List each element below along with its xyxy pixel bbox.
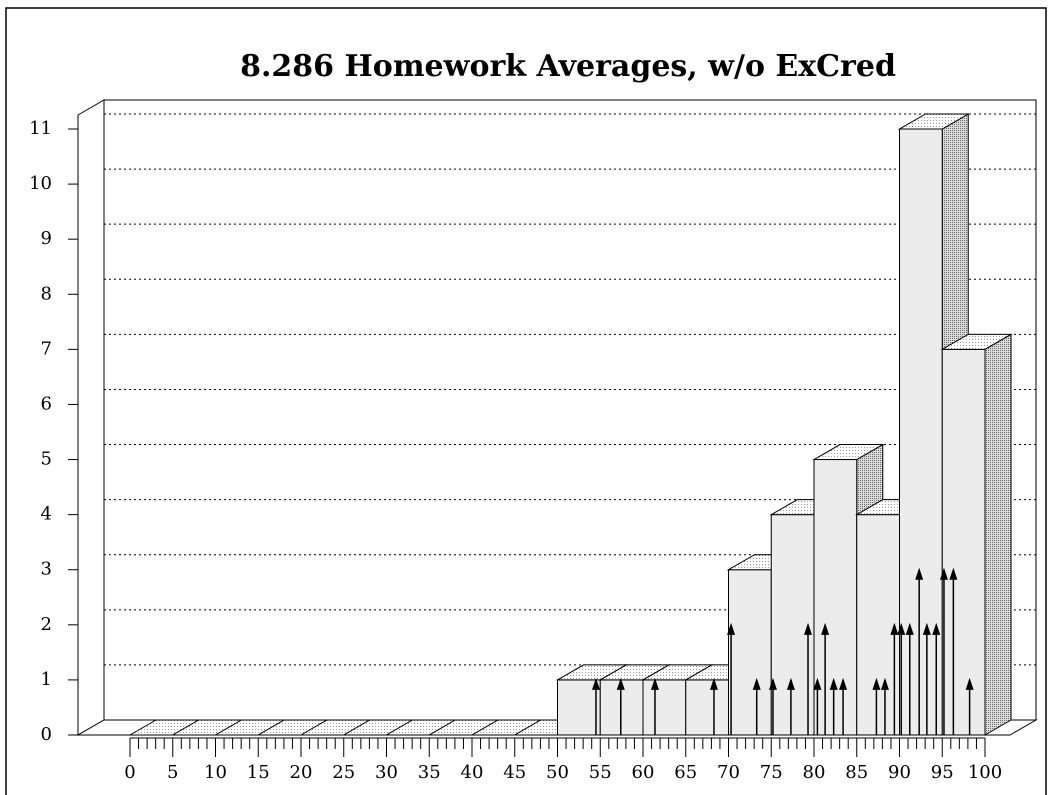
score-arrow — [616, 677, 625, 735]
arrow-head — [922, 622, 931, 635]
x-tick-label: 95 — [931, 762, 954, 783]
arrow-head — [616, 677, 625, 690]
y-tick-label: 1 — [41, 669, 52, 690]
y-tick-label: 3 — [41, 559, 52, 580]
x-tick-label: 35 — [418, 762, 441, 783]
score-arrow — [965, 677, 974, 735]
x-tick-label: 30 — [375, 762, 398, 783]
arrow-head — [839, 677, 848, 690]
y-tick-label: 2 — [41, 614, 52, 635]
arrow-head — [650, 677, 659, 690]
score-arrow — [915, 567, 924, 735]
bar-top — [897, 113, 971, 130]
x-tick-label: 70 — [717, 762, 740, 783]
arrow-head — [880, 677, 889, 690]
score-arrow — [922, 622, 931, 735]
x-tick-label: 40 — [461, 762, 484, 783]
side-wall — [77, 99, 105, 736]
score-arrow — [821, 622, 830, 735]
arrow-head — [872, 677, 881, 690]
score-arrow — [768, 677, 777, 735]
arrow-head — [897, 622, 906, 635]
score-arrow — [872, 677, 881, 735]
frame — [5, 7, 1047, 795]
arrow-head — [829, 677, 838, 690]
arrow-head — [768, 677, 777, 690]
bar-front — [770, 514, 815, 736]
y-tick-label: 5 — [41, 449, 52, 470]
bar-front — [813, 459, 858, 736]
y-tick-label: 9 — [41, 228, 52, 249]
arrow-head — [591, 677, 600, 690]
x-tick-label: 80 — [803, 762, 826, 783]
bar-top — [812, 444, 885, 461]
score-arrow — [897, 622, 906, 735]
score-arrow — [880, 677, 889, 735]
x-tick-label: 45 — [503, 762, 526, 783]
chart-title: 8.286 Homework Averages, w/o ExCred — [240, 49, 896, 84]
x-tick-label: 5 — [167, 762, 178, 783]
x-tick-label: 10 — [204, 762, 227, 783]
x-tick-label: 25 — [332, 762, 355, 783]
x-tick-label: 75 — [760, 762, 783, 783]
bar-front — [941, 348, 986, 736]
x-tick-label: 90 — [888, 762, 911, 783]
score-arrow — [727, 622, 736, 735]
arrow-head — [932, 622, 941, 635]
y-tick-label: 4 — [41, 504, 52, 525]
arrow-head — [939, 567, 948, 580]
score-arrow — [949, 567, 958, 735]
score-arrow — [804, 622, 813, 735]
bar — [940, 333, 1013, 736]
y-tick-label: 6 — [41, 393, 52, 414]
x-tick-label: 100 — [968, 762, 1002, 783]
score-arrow — [829, 677, 838, 735]
score-arrow — [786, 677, 795, 735]
score-arrow — [839, 677, 848, 735]
score-arrow — [939, 567, 948, 735]
score-arrow — [932, 622, 941, 735]
x-tick-label: 55 — [589, 762, 612, 783]
y-tick-label: 10 — [29, 173, 52, 194]
score-arrow — [905, 622, 914, 735]
arrow-head — [915, 567, 924, 580]
bar-front — [856, 514, 900, 736]
arrow-head — [727, 622, 736, 635]
score-arrow — [752, 677, 761, 735]
arrow-head — [890, 622, 899, 635]
x-tick-label: 0 — [124, 762, 135, 783]
arrow-head — [709, 677, 718, 690]
y-tick-label: 11 — [29, 118, 52, 139]
bar-top — [940, 333, 1013, 350]
bar-front — [685, 679, 729, 736]
x-tick-label: 15 — [247, 762, 270, 783]
arrow-head — [821, 622, 830, 635]
arrow-head — [965, 677, 974, 690]
bar-side — [984, 333, 1012, 736]
arrow-head — [905, 622, 914, 635]
x-tick-label: 85 — [845, 762, 868, 783]
score-arrow — [709, 677, 718, 735]
arrow-head — [752, 677, 761, 690]
bar-front — [642, 679, 687, 736]
y-tick-label: 8 — [41, 283, 52, 304]
score-arrow — [591, 677, 600, 735]
y-tick-label: 0 — [41, 724, 52, 745]
arrow-head — [949, 567, 958, 580]
bar-front — [728, 569, 772, 736]
arrow-head — [804, 622, 813, 635]
x-tick-label: 60 — [632, 762, 655, 783]
x-tick-label: 65 — [674, 762, 697, 783]
x-tick-label: 20 — [290, 762, 313, 783]
x-tick-label: 50 — [546, 762, 569, 783]
arrow-head — [786, 677, 795, 690]
score-arrow — [813, 677, 822, 735]
arrow-head — [813, 677, 822, 690]
score-arrow — [650, 677, 659, 735]
y-tick-label: 7 — [41, 338, 52, 359]
score-arrow — [890, 622, 899, 735]
